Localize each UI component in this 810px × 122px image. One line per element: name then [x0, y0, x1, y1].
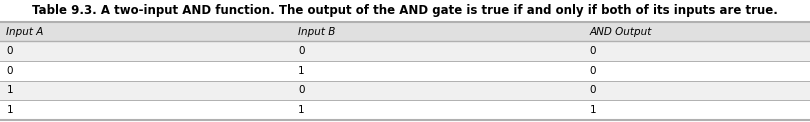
Text: AND Output: AND Output — [590, 27, 652, 37]
Text: 0: 0 — [6, 46, 13, 56]
Text: Input A: Input A — [6, 27, 44, 37]
Bar — [0, 81, 810, 100]
Text: 0: 0 — [6, 66, 13, 76]
Text: 1: 1 — [6, 105, 13, 115]
Bar — [0, 41, 810, 61]
Text: Table 9.3. A two-input AND function. The output of the AND gate is true if and o: Table 9.3. A two-input AND function. The… — [32, 4, 778, 17]
Text: 0: 0 — [298, 46, 305, 56]
Text: 1: 1 — [590, 105, 596, 115]
Bar — [0, 100, 810, 120]
Text: Input B: Input B — [298, 27, 335, 37]
Text: 0: 0 — [590, 66, 596, 76]
Text: 0: 0 — [590, 85, 596, 95]
Text: 1: 1 — [298, 66, 305, 76]
Text: 1: 1 — [298, 105, 305, 115]
Bar — [0, 61, 810, 81]
Text: 0: 0 — [590, 46, 596, 56]
Text: 0: 0 — [298, 85, 305, 95]
Text: 1: 1 — [6, 85, 13, 95]
Bar — [0, 22, 810, 41]
